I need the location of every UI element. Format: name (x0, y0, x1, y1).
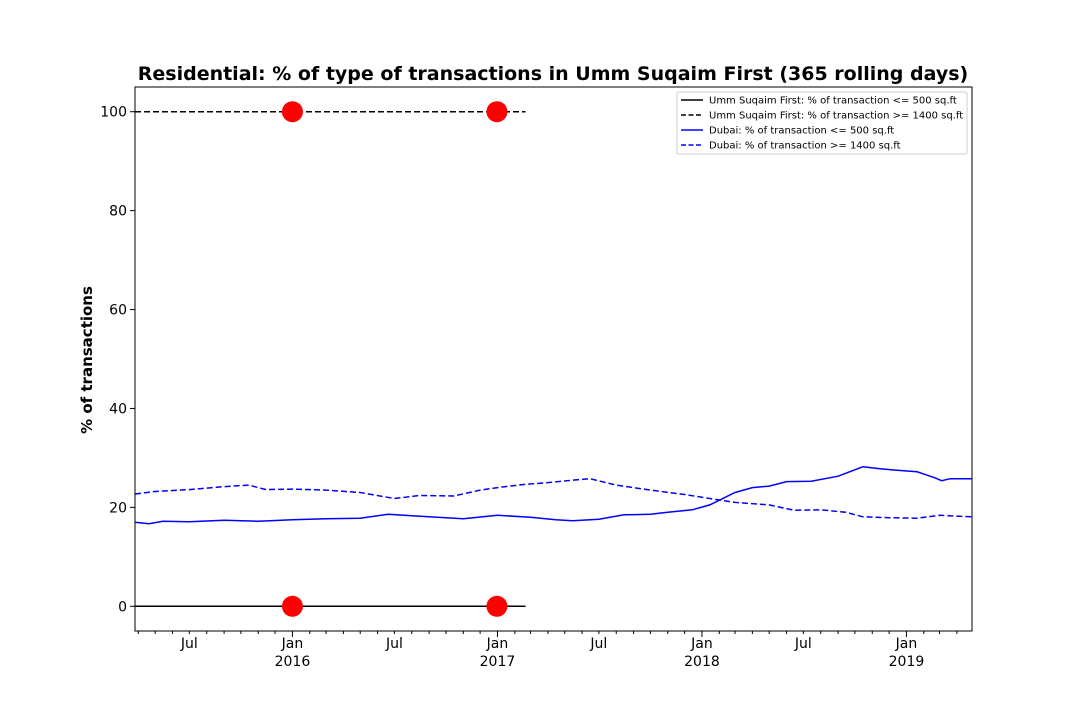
legend-label-1: Umm Suqaim First: % of transaction <= 50… (709, 96, 957, 107)
series-line-3 (134, 466, 972, 525)
x-tick-label: Jan (895, 636, 918, 652)
x-tick-year-label: 2016 (275, 654, 311, 670)
y-tick-label: 60 (109, 303, 127, 319)
marker-point-2 (486, 101, 508, 123)
series-line-4 (134, 477, 973, 519)
x-tick-label: Jan (486, 636, 509, 652)
y-tick-label: 0 (118, 599, 127, 615)
chart-title: Residential: % of type of transactions i… (138, 63, 968, 85)
legend-box (676, 91, 968, 155)
x-tick-year-label: 2019 (889, 654, 925, 670)
x-tick-year-label: 2017 (480, 654, 516, 670)
series-layer (134, 110, 973, 608)
marker-point-4 (486, 595, 508, 617)
marker-point-3 (281, 595, 303, 617)
y-tick-label: 40 (109, 401, 127, 417)
y-tick-label: 20 (109, 500, 127, 516)
y-axis-label: % of transactions (78, 286, 96, 434)
legend: Umm Suqaim First: % of transaction <= 50… (676, 91, 968, 155)
legend-label-4: Dubai: % of transaction >= 1400 sq.ft (709, 141, 901, 152)
plot-frame (134, 86, 973, 632)
x-tick-label: Jan (690, 636, 713, 652)
x-tick-label: Jul (180, 636, 198, 652)
x-tick-label: Jul (794, 636, 812, 652)
y-tick-label: 100 (100, 105, 127, 121)
marker-point-1 (281, 101, 303, 123)
marker-layer (281, 101, 508, 617)
x-tick-year-label: 2018 (684, 654, 720, 670)
legend-label-2: Umm Suqaim First: % of transaction >= 14… (709, 111, 963, 122)
x-tick-label: Jan (281, 636, 304, 652)
x-tick-label: Jul (385, 636, 403, 652)
axis-layer: 0 20 40 60 80 100 Jul Jul Jul Jul Jan 2016 Jan 2017 Ja… (100, 105, 958, 670)
legend-label-3: Dubai: % of transaction <= 500 sq.ft (709, 126, 894, 137)
x-tick-label: Jul (589, 636, 607, 652)
y-tick-label: 80 (109, 204, 127, 220)
